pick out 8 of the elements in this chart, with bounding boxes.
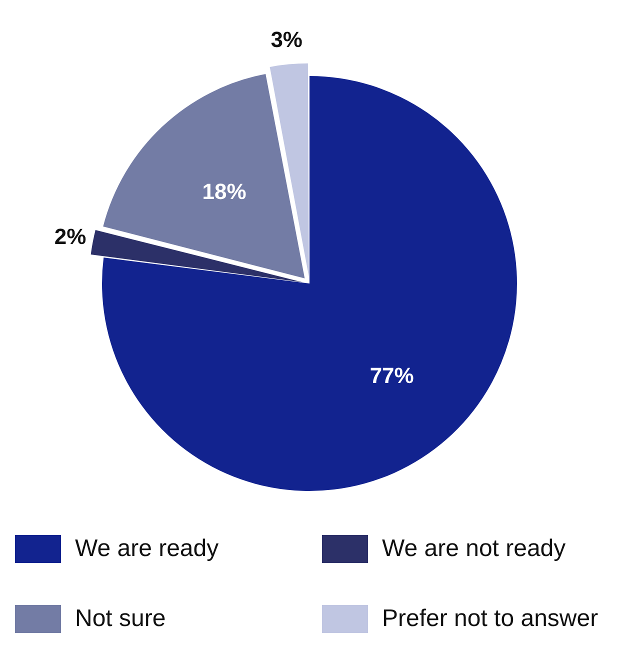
legend-label: Not sure [75, 605, 166, 633]
data-label: 18% [202, 178, 246, 204]
data-label: 77% [370, 362, 414, 388]
legend-label: We are not ready [382, 535, 566, 563]
data-label: 2% [54, 224, 86, 249]
legend-label: Prefer not to answer [382, 605, 598, 633]
data-label: 3% [270, 27, 302, 52]
legend-label: We are ready [75, 535, 219, 563]
